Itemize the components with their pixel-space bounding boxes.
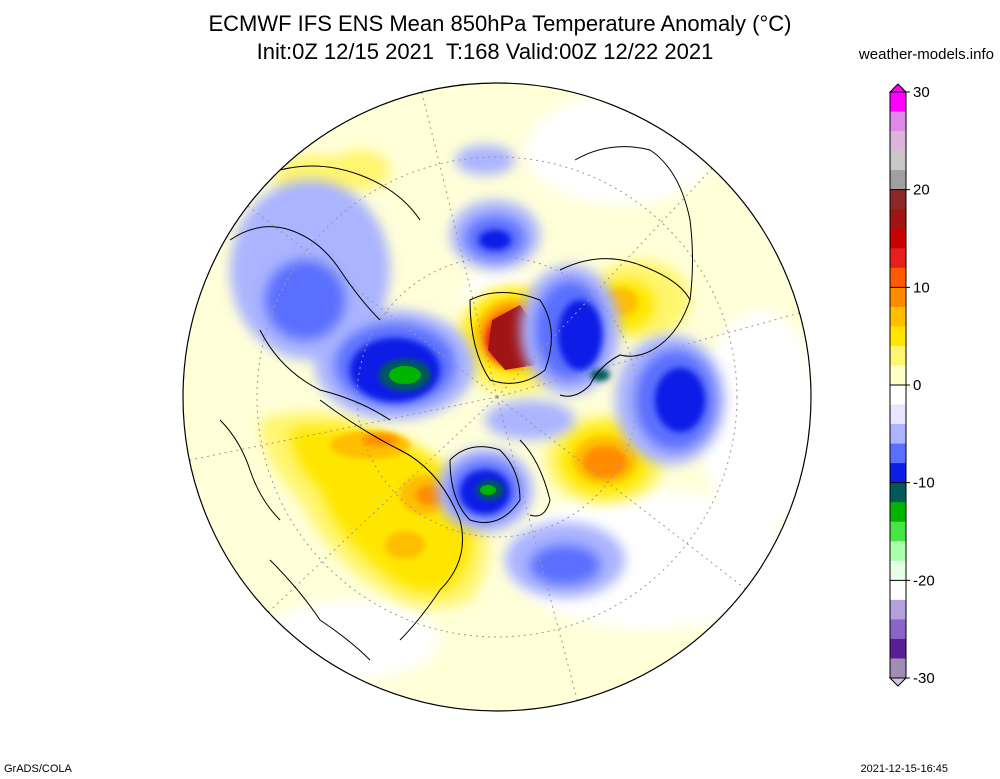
colorbar-label: 20 xyxy=(913,182,930,199)
colorbar-swatch xyxy=(890,404,906,425)
colorbar-swatch xyxy=(890,385,906,406)
colorbar-swatch xyxy=(890,658,906,679)
colorbar-swatch xyxy=(890,326,906,347)
colorbar-swatch xyxy=(890,560,906,581)
chart-title: ECMWF IFS ENS Mean 850hPa Temperature An… xyxy=(208,11,792,36)
colorbar-swatch xyxy=(890,345,906,366)
colorbar-min-arrow xyxy=(888,677,908,687)
coastlines xyxy=(219,146,693,661)
colorbar-swatch xyxy=(890,599,906,620)
chart-subtitle: Init:0Z 12/15 2021 T:168 Valid:00Z 12/22… xyxy=(256,39,714,64)
colorbar-swatch xyxy=(890,228,906,249)
colorbar-swatch xyxy=(890,521,906,542)
colorbar-swatch xyxy=(890,482,906,503)
colorbar-swatch xyxy=(890,287,906,308)
colorbar-swatch xyxy=(890,443,906,464)
colorbar-label: -20 xyxy=(913,572,935,589)
colorbar-swatch xyxy=(890,424,906,445)
footer-software: GrADS/COLA xyxy=(4,763,72,775)
colorbar-swatch xyxy=(890,131,906,152)
colorbar-label: 0 xyxy=(913,377,921,394)
colorbar-swatch xyxy=(890,306,906,327)
colorbar-swatch xyxy=(890,248,906,269)
colorbar-label: 30 xyxy=(913,84,930,101)
footer-timestamp: 2021-12-15-16:45 xyxy=(860,763,948,775)
colorbar-swatch xyxy=(890,189,906,210)
colorbar-swatch xyxy=(890,170,906,191)
colorbar-swatch xyxy=(890,111,906,132)
colorbar-swatch xyxy=(890,365,906,386)
colorbar-swatch xyxy=(890,463,906,484)
colorbar-swatch xyxy=(890,580,906,601)
colorbar: 30 20 10 0 -10 -20 -30 xyxy=(888,83,935,687)
colorbar-label: -30 xyxy=(913,670,935,687)
colorbar-label: -10 xyxy=(913,475,935,492)
map-disc xyxy=(183,83,811,711)
colorbar-max-arrow xyxy=(888,83,908,93)
colorbar-swatch xyxy=(890,150,906,171)
site-credit: weather-models.info xyxy=(858,46,994,63)
colorbar-swatch xyxy=(890,209,906,230)
colorbar-swatch xyxy=(890,638,906,659)
colorbar-swatch xyxy=(890,502,906,523)
colorbar-swatch xyxy=(890,541,906,562)
colorbar-swatch xyxy=(890,267,906,288)
colorbar-swatch xyxy=(890,92,906,113)
colorbar-label: 10 xyxy=(913,279,930,296)
colorbar-swatch xyxy=(890,619,906,640)
